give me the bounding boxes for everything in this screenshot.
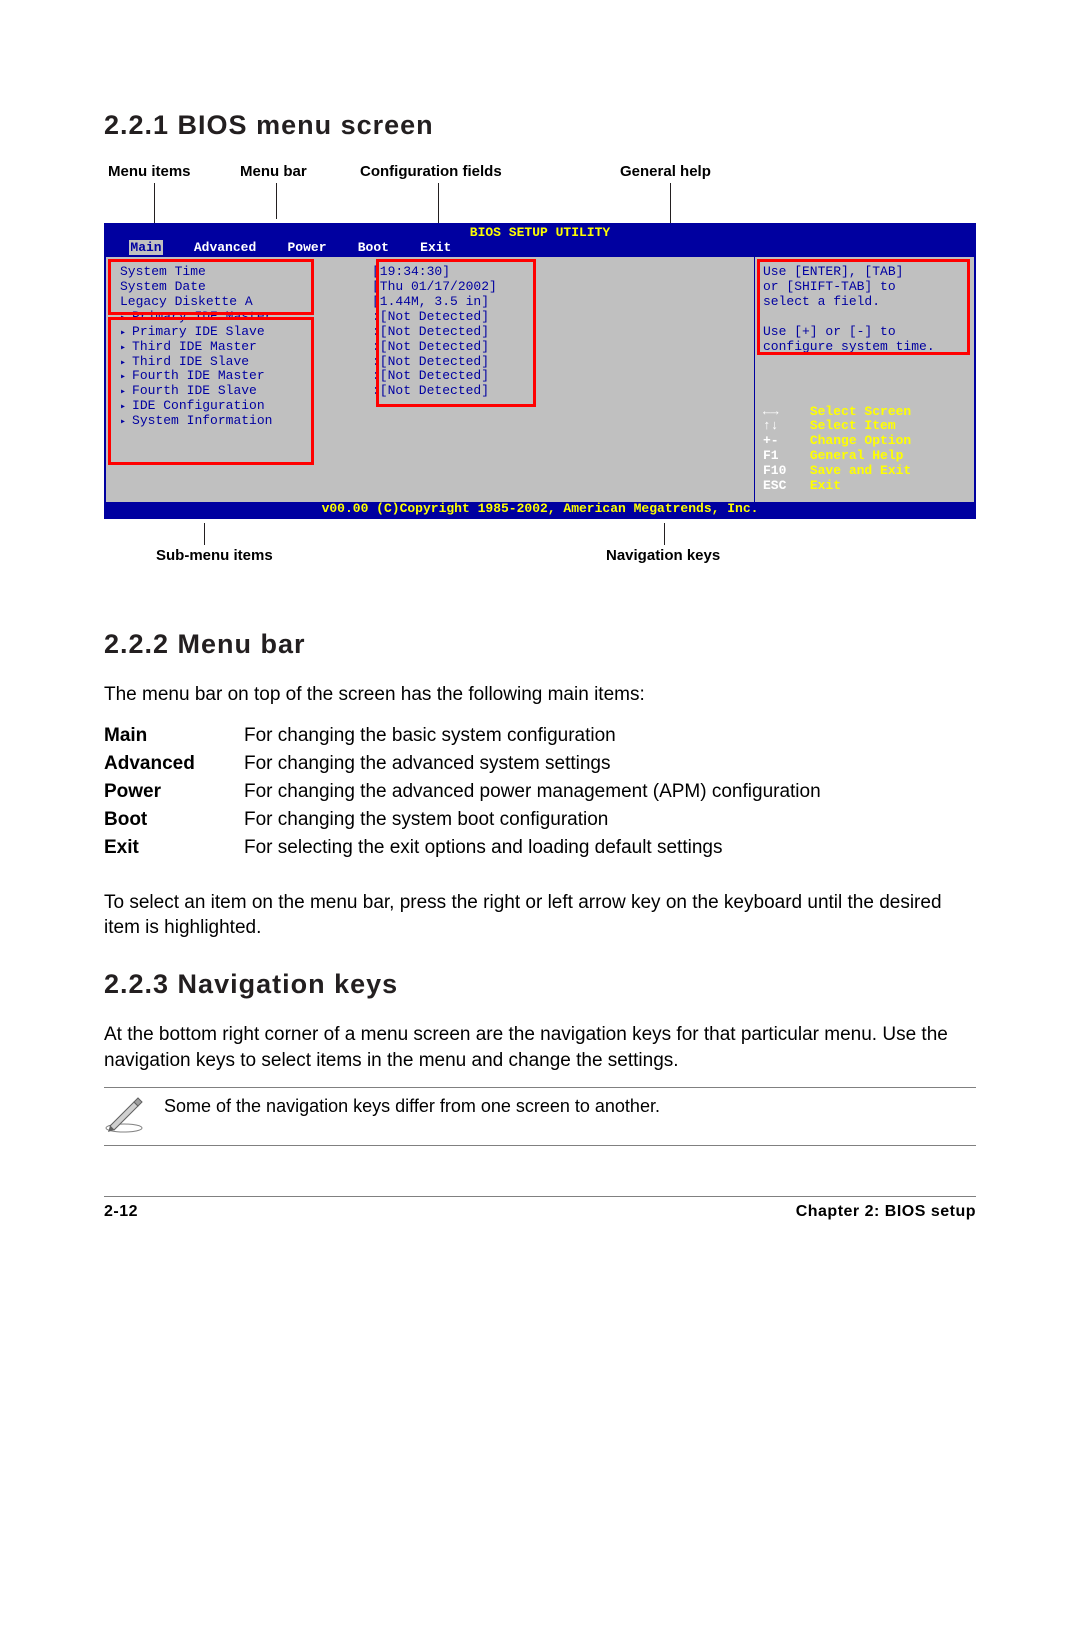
bios-config-row[interactable]: System Information bbox=[112, 414, 501, 429]
note-block: Some of the navigation keys differ from … bbox=[104, 1087, 976, 1146]
menubar-description-table: MainFor changing the basic system config… bbox=[104, 722, 821, 862]
note-text: Some of the navigation keys differ from … bbox=[164, 1094, 660, 1117]
bios-config-row[interactable]: System Time[19:34:30] bbox=[112, 265, 501, 280]
page-footer: 2-12 Chapter 2: BIOS setup bbox=[104, 1203, 976, 1221]
footer-chapter: Chapter 2: BIOS setup bbox=[796, 1203, 976, 1221]
callout-menu-items: Menu items bbox=[108, 163, 191, 180]
bios-left-pane: System Time[19:34:30]System Date[Thu 01/… bbox=[106, 257, 754, 502]
bios-help-text: Use [ENTER], [TAB]or [SHIFT-TAB] toselec… bbox=[763, 265, 966, 355]
menubar-desc-row: AdvancedFor changing the advanced system… bbox=[104, 750, 821, 778]
callout-menu-bar: Menu bar bbox=[240, 163, 307, 180]
tab-advanced[interactable]: Advanced bbox=[194, 240, 256, 255]
bios-config-row[interactable]: System Date[Thu 01/17/2002] bbox=[112, 280, 501, 295]
bios-config-table: System Time[19:34:30]System Date[Thu 01/… bbox=[112, 265, 501, 429]
text-222-outro: To select an item on the menu bar, press… bbox=[104, 890, 976, 941]
bios-menubar: Main Advanced Power Boot Exit bbox=[106, 241, 974, 257]
heading-222: 2.2.2 Menu bar bbox=[104, 629, 976, 660]
footer-rule bbox=[104, 1196, 976, 1197]
callout-general-help: General help bbox=[620, 163, 711, 180]
tab-exit[interactable]: Exit bbox=[420, 240, 451, 255]
menubar-desc-row: BootFor changing the system boot configu… bbox=[104, 806, 821, 834]
bios-footer: v00.00 (C)Copyright 1985-2002, American … bbox=[106, 502, 974, 517]
bios-help-pane: Use [ENTER], [TAB]or [SHIFT-TAB] toselec… bbox=[754, 257, 974, 502]
bios-title: BIOS SETUP UTILITY bbox=[106, 225, 974, 241]
callout-nav-keys: Navigation keys bbox=[606, 547, 720, 564]
menubar-desc-row: MainFor changing the basic system config… bbox=[104, 722, 821, 750]
tab-boot[interactable]: Boot bbox=[358, 240, 389, 255]
bios-screenshot: BIOS SETUP UTILITY Main Advanced Power B… bbox=[104, 223, 976, 519]
bios-config-row[interactable]: IDE Configuration bbox=[112, 399, 501, 414]
callout-config-fields: Configuration fields bbox=[360, 163, 502, 180]
callout-submenu-items: Sub-menu items bbox=[156, 547, 273, 564]
menubar-desc-row: ExitFor selecting the exit options and l… bbox=[104, 834, 821, 862]
bios-config-row[interactable]: Third IDE Master:[Not Detected] bbox=[112, 340, 501, 355]
bios-config-row[interactable]: Fourth IDE Master:[Not Detected] bbox=[112, 369, 501, 384]
heading-223: 2.2.3 Navigation keys bbox=[104, 969, 976, 1000]
tab-main[interactable]: Main bbox=[129, 240, 162, 255]
tab-power[interactable]: Power bbox=[287, 240, 326, 255]
bios-config-row[interactable]: Primary IDE Slave:[Not Detected] bbox=[112, 325, 501, 340]
bios-nav-keys: ←→ Select Screen↑↓ Select Item+- Change … bbox=[763, 405, 966, 495]
bios-config-row[interactable]: Third IDE Slave:[Not Detected] bbox=[112, 355, 501, 370]
bios-config-row[interactable]: Legacy Diskette A[1.44M, 3.5 in] bbox=[112, 295, 501, 310]
text-222-intro: The menu bar on top of the screen has th… bbox=[104, 682, 976, 708]
text-223: At the bottom right corner of a menu scr… bbox=[104, 1022, 976, 1073]
callouts-top: Menu items Menu bar Configuration fields… bbox=[104, 163, 976, 223]
footer-page-number: 2-12 bbox=[104, 1203, 138, 1221]
pen-icon bbox=[104, 1094, 148, 1139]
menubar-desc-row: PowerFor changing the advanced power man… bbox=[104, 778, 821, 806]
bios-config-row[interactable]: Primary IDE Master:[Not Detected] bbox=[112, 310, 501, 325]
bios-config-row[interactable]: Fourth IDE Slave:[Not Detected] bbox=[112, 384, 501, 399]
callouts-bottom: Sub-menu items Navigation keys bbox=[104, 523, 976, 573]
heading-221: 2.2.1 BIOS menu screen bbox=[104, 110, 976, 141]
